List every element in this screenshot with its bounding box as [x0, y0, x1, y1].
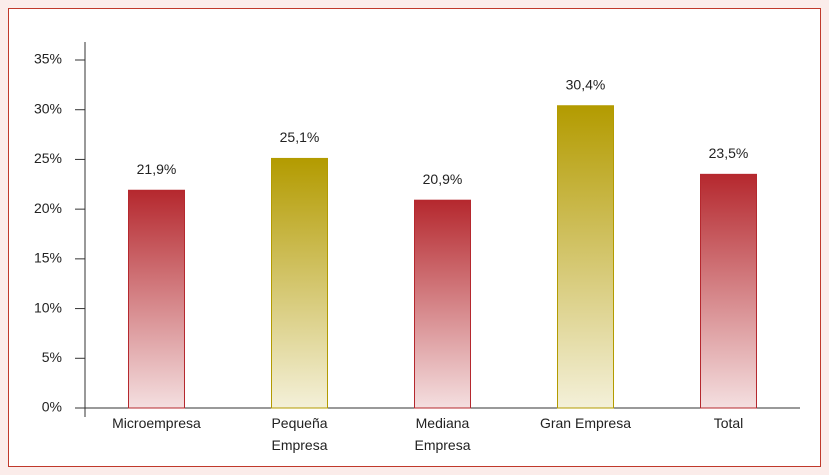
value-label: 20,9%: [423, 171, 463, 187]
bar: [414, 199, 471, 409]
x-tick-label: Microempresa: [112, 415, 201, 431]
x-tick-label: Gran Empresa: [539, 415, 632, 431]
x-tick-label: Total: [713, 415, 744, 431]
value-label: 23,5%: [709, 145, 749, 161]
bar: [128, 189, 185, 409]
bar: [557, 105, 614, 409]
bar: [271, 157, 328, 409]
y-tick-label: 5%: [42, 349, 62, 365]
value-label: 25,1%: [280, 129, 320, 145]
y-tick-label: 10%: [34, 299, 62, 315]
value-label: 21,9%: [137, 161, 177, 177]
bar: [700, 173, 757, 409]
y-tick-label: 15%: [34, 250, 62, 266]
y-tick-label: 20%: [34, 200, 62, 216]
y-tick-label: 30%: [34, 100, 62, 116]
y-tick-label: 0%: [42, 399, 62, 415]
y-tick-label: 25%: [34, 150, 62, 166]
value-label: 30,4%: [566, 76, 606, 92]
y-tick-label: 35%: [34, 51, 62, 67]
x-tick-label: Pequeña Empresa: [271, 415, 328, 453]
x-tick-label: Mediana Empresa: [414, 415, 471, 453]
